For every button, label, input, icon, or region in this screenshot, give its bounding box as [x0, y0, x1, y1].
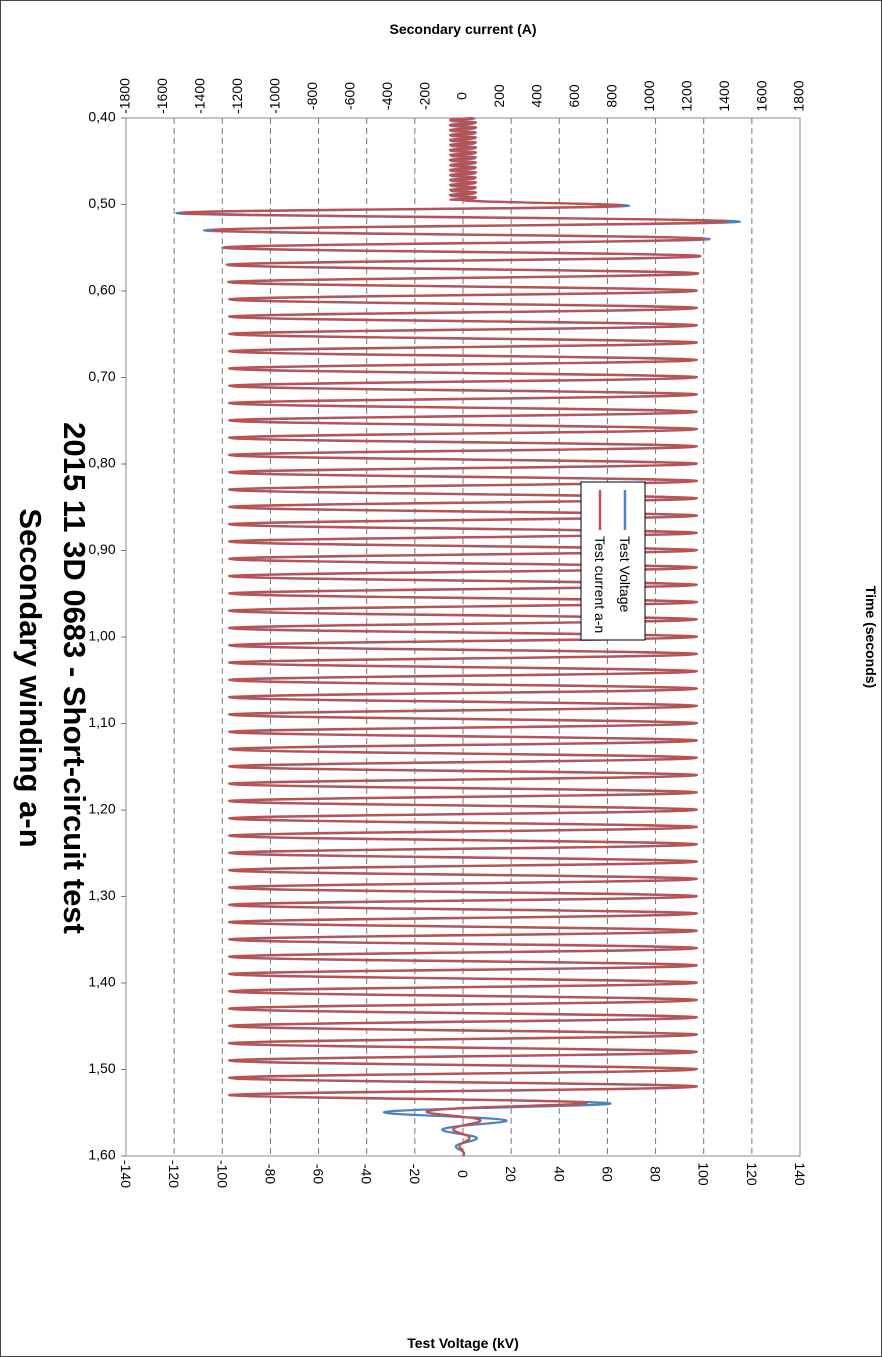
legend-box: [580, 481, 646, 641]
y2-tick-label: -1800: [117, 78, 133, 114]
y-tick-label: 120: [744, 1162, 760, 1186]
y-tick-label: 100: [696, 1162, 712, 1186]
y-tick-label: 140: [792, 1162, 808, 1186]
y-tick-label: -140: [118, 1160, 134, 1188]
y2-tick-label: 800: [603, 84, 619, 108]
series-test-current-line: [180, 116, 729, 1157]
y2-tick-label: -1000: [266, 78, 282, 114]
x-tick-label: 0,50: [88, 195, 115, 211]
x-tick-label: 1,40: [88, 974, 115, 990]
y2-tick-label: 1000: [641, 80, 657, 111]
x-axis-ticks: 0,40 0,50 0,60 0,70 0,80 0,90 1,00 1,10 1,20 1,30…: [88, 109, 126, 1163]
x-tick-label: 1,30: [88, 887, 115, 903]
y-tick-label: 40: [551, 1166, 567, 1182]
y-tick-label: -60: [311, 1164, 327, 1184]
y2-tick-label: -600: [341, 82, 357, 110]
y-tick-label: -100: [214, 1160, 230, 1188]
x-tick-label: 1,60: [88, 1147, 115, 1163]
y-tick-label: -40: [359, 1164, 375, 1184]
x-tick-label: 1,20: [88, 801, 115, 817]
x-tick-label: 0,90: [88, 541, 115, 557]
y2-tick-label: 1600: [753, 80, 769, 111]
series-lines: [175, 116, 741, 1157]
x-tick-label: 0,60: [88, 282, 115, 298]
y2-axis-ticks: 1800 1600 1400 1200 1000 800 600 400 200 0 -200 -40…: [117, 78, 807, 114]
legend-label-voltage: Test Voltage: [617, 536, 633, 612]
y2-tick-label: 400: [529, 84, 545, 108]
x-tick-label: 1,00: [88, 628, 115, 644]
y2-tick-label: -800: [304, 82, 320, 110]
y-tick-label: 60: [599, 1166, 615, 1182]
y2-tick-label: 200: [491, 84, 507, 108]
x-tick-label: 1,10: [88, 714, 115, 730]
x-tick-label: 1,50: [88, 1060, 115, 1076]
rotated-chart: 2015 11 3D 0683 - Short-circuit test Sec…: [13, 21, 879, 1351]
y2-tick-label: 1200: [678, 80, 694, 111]
x-tick-label: 0,80: [88, 455, 115, 471]
y-tick-label: 0: [455, 1170, 471, 1178]
chart-title: 2015 11 3D 0683 - Short-circuit test: [57, 422, 92, 934]
y-axis-label: Test Voltage (kV): [407, 1335, 519, 1351]
legend: Test Voltage Test current a-n: [580, 481, 646, 641]
gridlines: [125, 118, 801, 1156]
y2-tick-label: -400: [379, 82, 395, 110]
y2-tick-label: 1400: [716, 80, 732, 111]
y2-axis-label: Secondary current (A): [389, 21, 536, 37]
y2-tick-label: 1800: [791, 80, 807, 111]
y2-tick-label: -200: [416, 82, 432, 110]
y2-tick-label: -1200: [229, 78, 245, 114]
y-axis-ticks: 140 120 100 80 60 40 20 0 -20 -40 -60 -80 -100 -120 -1…: [118, 1160, 808, 1188]
y2-tick-label: 600: [566, 84, 582, 108]
legend-label-current: Test current a-n: [592, 536, 608, 633]
x-tick-label: 0,40: [88, 109, 115, 125]
y-tick-label: 20: [503, 1166, 519, 1182]
y-tick-label: -20: [407, 1164, 423, 1184]
x-tick-label: 0,70: [88, 368, 115, 384]
chart-subtitle: Secondary winding a-n: [13, 508, 48, 847]
y2-tick-label: -1400: [192, 78, 208, 114]
y-tick-label: -120: [166, 1160, 182, 1188]
y-tick-label: 80: [648, 1166, 664, 1182]
y-tick-label: -80: [262, 1164, 278, 1184]
x-axis-label: Time (seconds): [863, 586, 879, 688]
y2-tick-label: -1600: [154, 78, 170, 114]
y2-tick-label: 0: [454, 92, 470, 100]
